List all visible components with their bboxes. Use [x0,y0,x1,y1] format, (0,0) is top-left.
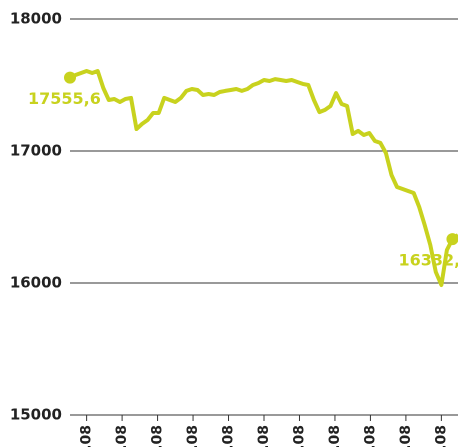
x-tick-label: .08 [398,425,414,447]
y-tick-label: 15000 [10,406,62,424]
y-tick-label: 16000 [10,274,62,292]
x-tick-label: .08 [291,425,307,447]
x-tick-label: .08 [327,425,343,447]
x-tick-label: .08 [150,425,166,447]
x-tick-label: .08 [256,425,272,447]
x-tick-label: .08 [221,425,237,447]
x-tick-label: .08 [433,425,449,447]
line [69,69,458,287]
annotation-dot [64,71,76,84]
y-tick-label: 17000 [10,142,62,160]
x-tick-label: .08 [185,425,201,447]
x-tick-label: .08 [79,425,95,447]
annotation-label: 17555,6 [28,89,101,108]
annotation-dot [446,233,458,246]
annotation-label: 16332,57 [398,251,458,270]
x-tick-label: .08 [114,425,130,447]
y-tick-label: 18000 [10,10,62,28]
x-tick-label: .08 [362,425,378,447]
